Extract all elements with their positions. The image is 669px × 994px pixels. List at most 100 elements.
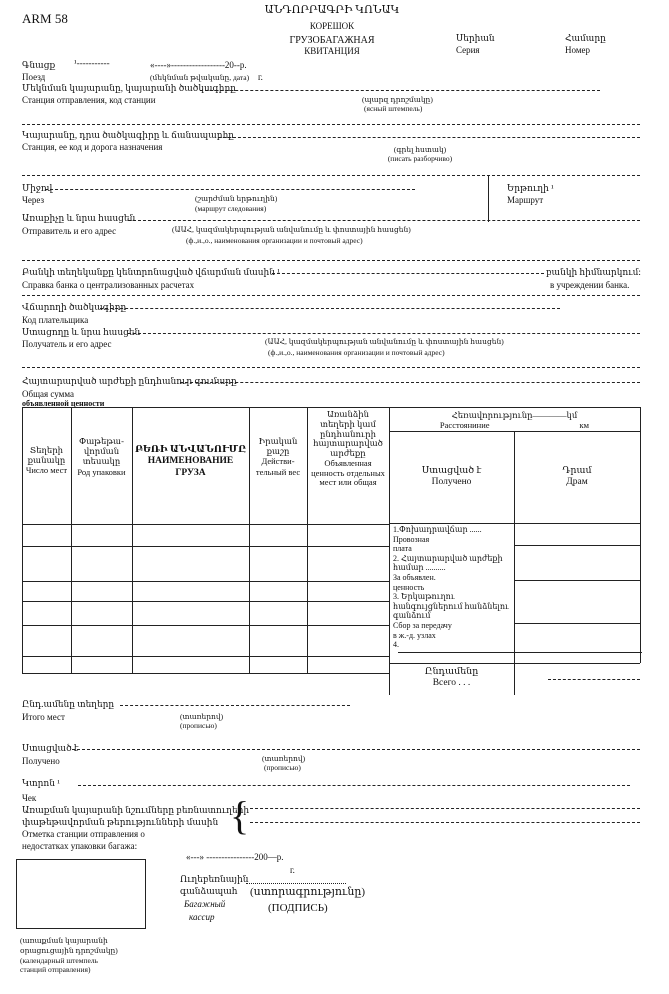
table-row-line xyxy=(22,546,389,547)
header-received: Ստացված է Получено xyxy=(389,466,514,489)
charge-freight-ru-1: Провозная xyxy=(393,534,430,544)
sender-label-hy: Առաքիչը և նրա հասցեն xyxy=(22,213,136,223)
check-label: Чек xyxy=(22,793,37,803)
table-column-line xyxy=(389,407,390,695)
title-armenian: ԱՆԴՈՐՐԱԳՐԻ ԿՈՆԱԿ xyxy=(264,4,400,16)
via-field[interactable] xyxy=(45,189,415,190)
received-hint: (прописью) xyxy=(264,763,301,772)
sender-label: Отправитель и его адрес xyxy=(22,226,117,236)
total-label-ru: Всего . . . xyxy=(432,678,471,689)
header-declared-value-ru: Объявленная ценность отдельных мест или … xyxy=(311,457,385,488)
sender-field[interactable] xyxy=(128,220,640,221)
check-field[interactable] xyxy=(78,785,630,786)
form-code: ARM 58 xyxy=(22,11,68,26)
table-column-line xyxy=(640,407,641,663)
recipient-line-2[interactable] xyxy=(22,367,640,368)
route-label: Маршрут xyxy=(507,195,544,205)
payer-field[interactable] xyxy=(100,308,560,309)
charge-declared-hy-1: 2. Հայտարարված արժեքի xyxy=(393,553,503,563)
payer-label: Код плательщика xyxy=(22,315,89,325)
charge-declared-ru-2: ценность xyxy=(393,582,425,592)
charge-transfer-hy-3: գանձում xyxy=(393,611,431,621)
declared-field[interactable] xyxy=(180,382,640,383)
header-weight: Իրական քաշը Действи-тельный вес xyxy=(252,436,304,477)
recipient-hint: (ф.,и.,о., наименования организации и по… xyxy=(268,348,445,357)
signature-field[interactable] xyxy=(246,883,346,884)
packaging-note-ru-1: Отметка станции отправления о xyxy=(22,829,145,839)
charge-freight-ru-2: плата xyxy=(393,544,412,554)
recipient-field[interactable] xyxy=(128,333,640,334)
received-label: Получено xyxy=(22,756,60,766)
total-amount-field[interactable] xyxy=(548,679,640,680)
bank-label-hy: Բանկի տեղեկանքը կենտրոնացված վճարման մաս… xyxy=(22,267,280,277)
bank-field[interactable] xyxy=(272,273,544,274)
header-places-ru: Число мест xyxy=(25,465,68,476)
table-row-line xyxy=(389,523,640,524)
header-distance-hy: Հեռավորությունը————կմ xyxy=(451,410,578,420)
departure-label: Станция отправления, код станции xyxy=(22,95,156,105)
departure-field[interactable] xyxy=(200,90,600,91)
charge-transfer-ru-2: в ж.-д. узлах xyxy=(393,630,436,640)
divider xyxy=(22,295,640,296)
series-label: Серия xyxy=(456,45,480,55)
stamp-caption-ru-2: станций отправления) xyxy=(20,965,91,975)
sender-hint-hy: (ԱԱՀ, կազմակերպության անվանումը և փոստայ… xyxy=(172,225,411,234)
total-places-field[interactable] xyxy=(120,705,350,706)
charge-transfer-hy-1: 3. Երկաթուղու xyxy=(393,592,455,602)
title-receipt-1: ГРУЗОБАГАЖНАЯ xyxy=(289,35,375,46)
header-cargo-name: ԲԵՌԻ ԱՆՎԱՆՈՒՄԸ НАИМЕНОВАНИЕ ГРУЗА xyxy=(132,445,249,479)
route-label-hy: Երթուղի ¹ xyxy=(507,183,554,193)
signature-date-field[interactable]: «---» ----------------200—р. xyxy=(186,852,284,862)
stamp-caption-hy-2: օրացուցային դրոշմակը) xyxy=(20,945,118,955)
table-column-line xyxy=(71,407,72,673)
header-packaging-hy: Փաթեթա-վորման տեսակը xyxy=(79,436,124,467)
train-number-field[interactable]: ¹----------- xyxy=(74,58,110,68)
packaging-note-hy-2: փաթեթավորման թերությունների մասին xyxy=(22,817,219,827)
departure-line-2[interactable] xyxy=(22,124,640,125)
charge-other-field[interactable] xyxy=(398,652,642,653)
sender-hint: (ф.,и.,о., наименования организации и по… xyxy=(186,236,363,245)
table-column-line xyxy=(22,407,23,673)
charge-transfer-hy-2: հանգույցներում հանձնելու xyxy=(393,601,509,611)
train-date-field[interactable]: «----»------------------20--р. xyxy=(150,60,247,70)
payer-label-hy: Վճարողի ծածկագիրը xyxy=(22,302,127,312)
divider xyxy=(22,175,640,176)
route-divider xyxy=(488,175,489,222)
destination-label-hy: Կայարանը, դրա ծածկագիրը և ճանապարհը xyxy=(22,130,235,140)
total-places-label: Итого мест xyxy=(22,712,65,722)
packaging-note-field-2[interactable] xyxy=(250,822,640,823)
cashier-label-hy-1: Ուղեբեռնային xyxy=(180,874,249,884)
destination-hint: (писать разборчиво) xyxy=(387,154,453,163)
header-received-ru: Получено xyxy=(431,477,472,488)
charge-declared-ru-1: За объявлен. xyxy=(393,572,436,582)
header-weight-hy: Իրական քաշը xyxy=(258,436,298,457)
destination-field[interactable] xyxy=(218,137,640,138)
destination-hint-hy: (գրել հստակ) xyxy=(393,145,447,154)
header-cargo-name-ru: НАИМЕНОВАНИЕ ГРУЗА xyxy=(147,456,234,478)
departure-hint: (ясный штемпель) xyxy=(364,104,423,113)
charge-other: 4. xyxy=(393,640,399,650)
table-column-line xyxy=(249,407,250,673)
packaging-note-ru-2: недостатках упаковки багажа: xyxy=(22,841,138,851)
stamp-caption: (առաքման կայարանի օրացուցային դրոշմակը) … xyxy=(20,936,118,975)
header-places-hy: Տեղերի քանակը xyxy=(27,445,66,466)
bank-right-hy: բանկի հիմնարկում: xyxy=(546,267,641,277)
series-label-hy: Սերիան xyxy=(456,33,495,43)
signature-hint-hy: (ստորագրությունը) xyxy=(250,886,366,898)
received-field[interactable] xyxy=(72,749,640,750)
table-row-line xyxy=(389,663,640,664)
brace-icon: { xyxy=(230,793,250,838)
number-label: Номер xyxy=(565,45,591,55)
packaging-note-field-1[interactable] xyxy=(250,808,640,809)
charges-list: 1.Փոխադրավճար ...... Провозная плата 2. … xyxy=(393,525,509,650)
table-row-line xyxy=(22,601,389,602)
table-border-top xyxy=(22,407,640,408)
received-label-hy: Ստացված է xyxy=(22,743,79,753)
declared-label-hy: Հայտարարված արժեքի ընդհանուր գումարը xyxy=(22,376,237,386)
header-dram-hy: Դրամ xyxy=(562,466,592,476)
bank-label: Справка банка о централизованных расчета… xyxy=(22,280,195,290)
sender-line-2[interactable] xyxy=(22,260,640,261)
total-places-label-hy: Ընդ.ամենը տեղերը xyxy=(22,699,115,709)
number-label-hy: Համարը xyxy=(565,33,606,43)
charge-transfer-ru-1: Сбор за передачу xyxy=(393,620,452,630)
